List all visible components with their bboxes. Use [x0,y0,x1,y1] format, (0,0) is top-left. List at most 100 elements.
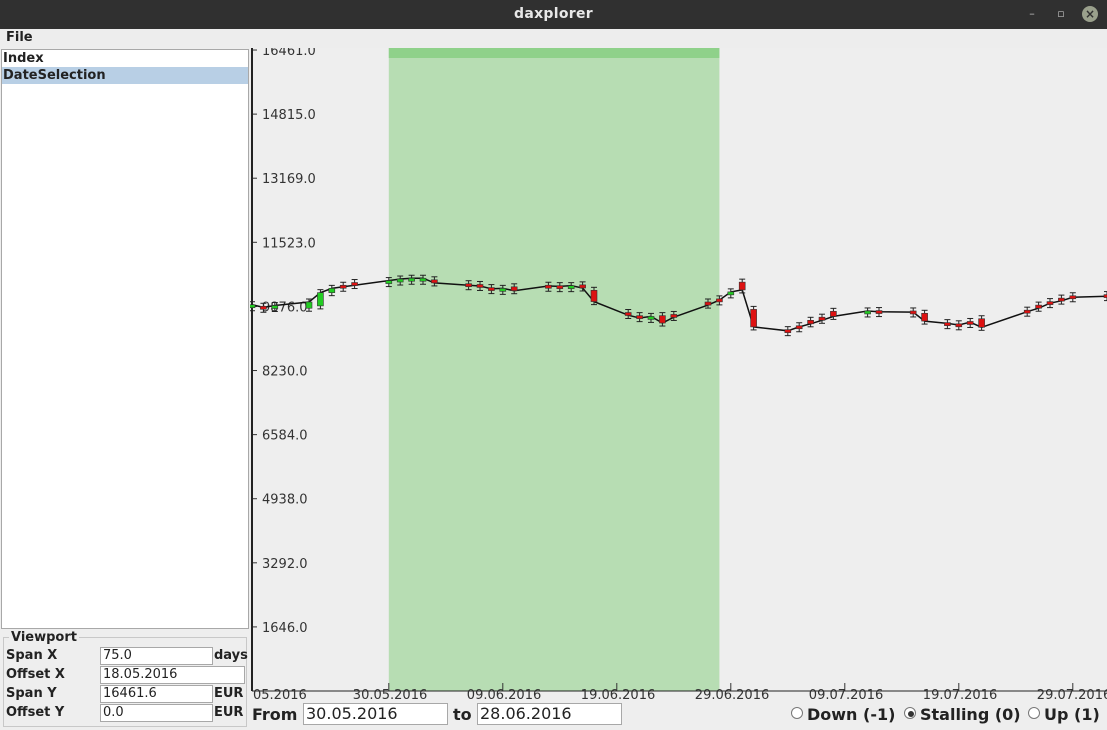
tree-item-index[interactable]: Index [3,51,44,66]
candle-body [830,311,837,317]
candle-body [955,323,963,328]
offset-y-label: Offset Y [6,705,65,720]
y-tick-label: 11523.0 [262,236,316,251]
candle-body [909,310,917,315]
x-tick-label: 29.06.2016 [695,688,769,701]
candle-body [875,310,883,314]
candle-body [738,281,746,291]
window-titlebar: daxplorer – ▫ × [0,0,1107,29]
candle-body [670,314,678,318]
candle-body [271,305,279,309]
offset-y-field[interactable]: 0.0 [100,704,213,722]
window-title: daxplorer [514,6,593,22]
price-chart[interactable]: 1646.03292.04938.06584.08230.09876.01152… [250,48,1107,701]
tree-item-dateselection[interactable]: DateSelection [2,67,248,84]
candle-body [385,280,393,284]
candle-body [579,284,586,289]
x-tick-label: 30.05.2016 [353,688,427,701]
candle-body [807,319,814,325]
candle-body [727,291,735,296]
span-x-unit: days [214,648,248,663]
menu-file[interactable]: File [6,30,33,45]
x-tick-label: 09.07.2016 [809,688,883,701]
candle-body [250,304,256,309]
span-y-unit: EUR [214,686,244,701]
candle-body [396,278,404,283]
candle-body [795,325,803,330]
navigation-tree[interactable]: Index DateSelection [1,49,249,629]
candle-body [1023,309,1031,314]
to-date-field[interactable]: 28.06.2016 [477,703,622,725]
maximize-icon[interactable]: ▫ [1057,7,1065,20]
candle-body [590,290,598,302]
candle-body [716,298,723,303]
x-start-label: 05.2016 [253,688,307,701]
x-tick-label: 19.06.2016 [581,688,655,701]
candle-body [864,310,871,315]
close-icon[interactable]: × [1082,6,1098,22]
minimize-icon[interactable]: – [1029,7,1035,20]
y-tick-label: 14815.0 [262,108,316,123]
candle-body [476,284,484,288]
candle-body [944,322,951,326]
candle-body [351,282,358,286]
candle-body [431,279,438,284]
viewport-group: Viewport Span X 75.0 days Offset X 18.05… [3,630,248,727]
selection-band [388,48,720,691]
trend-radio-down[interactable]: Down (-1) [791,705,895,724]
candle-body [1046,301,1054,305]
radio-stalling-label: Stalling (0) [920,705,1021,724]
radio-stalling-indicator [904,707,916,719]
candle-body [1103,294,1107,298]
candle-body [339,284,347,289]
candle-body [750,309,757,328]
trend-radio-up[interactable]: Up (1) [1028,705,1100,724]
x-tick-label: 19.07.2016 [923,688,997,701]
offset-y-unit: EUR [214,705,244,720]
candle-body [567,285,575,289]
menu-bar: File [0,29,1107,48]
candle-body [488,287,495,291]
y-tick-label: 6584.0 [262,429,308,444]
span-y-label: Span Y [6,686,57,701]
offset-x-label: Offset X [6,667,65,682]
left-panel: Index DateSelection Viewport Span X 75.0… [0,48,250,730]
span-x-row: Span X 75.0 days [4,647,248,666]
from-date-field[interactable]: 30.05.2016 [303,703,448,725]
candle-body [408,277,415,282]
candle-body [647,316,655,320]
from-label: From [252,705,298,724]
candle-body [545,284,552,289]
candle-body [1058,297,1065,302]
offset-x-row: Offset X 18.05.2016 [4,666,246,685]
y-tick-label: 1646.0 [262,621,308,636]
price-line [251,277,1107,332]
x-tick-label: 29.07.2016 [1037,688,1107,701]
trend-radio-stalling[interactable]: Stalling (0) [904,705,1021,724]
candle-body [659,315,666,324]
x-tick-label: 09.06.2016 [467,688,541,701]
candle-body [419,277,427,282]
candle-body [465,283,472,287]
y-tick-label: 3292.0 [262,557,308,572]
candle-body [966,321,974,325]
offset-y-row: Offset Y 0.0 EUR [4,704,246,723]
to-label: to [453,705,472,724]
candle-body [305,301,313,309]
candle-body [260,305,267,310]
offset-x-field[interactable]: 18.05.2016 [100,666,245,684]
y-tick-label: 13169.0 [262,172,316,187]
candle-body [556,285,564,289]
radio-up-label: Up (1) [1044,705,1100,724]
candle-body [784,329,792,333]
candle-body [704,301,712,306]
span-y-field[interactable]: 16461.6 [100,685,213,703]
span-x-field[interactable]: 75.0 [100,647,213,665]
y-tick-label: 8230.0 [262,365,308,380]
radio-up-indicator [1028,707,1040,719]
candle-body [510,286,518,292]
candle-body [636,315,643,319]
y-tick-label: 16461.0 [262,48,316,59]
selection-band-handle [388,48,720,58]
candle-body [978,318,985,328]
